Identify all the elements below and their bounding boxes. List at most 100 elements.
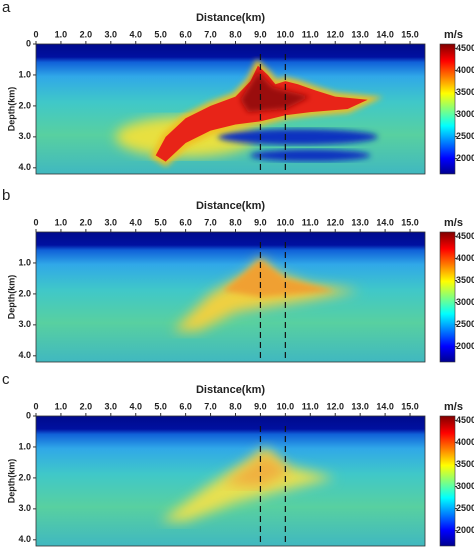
colorbar-title: m/s xyxy=(444,29,463,41)
x-tick-label: 10.0 xyxy=(277,29,295,39)
panel-letter: c xyxy=(2,371,10,388)
x-tick-label: 15.0 xyxy=(401,401,419,411)
colorbar-tick-label: 3000 xyxy=(456,109,474,119)
y-tick-label: 2.0 xyxy=(18,100,31,110)
x-tick-label: 6.0 xyxy=(179,29,192,39)
y-tick-label: 2.0 xyxy=(18,288,31,298)
colorbar-tick-label: 3500 xyxy=(456,275,474,285)
y-tick-label: 1.0 xyxy=(18,257,31,267)
y-tick-label: 0 xyxy=(26,38,31,48)
x-axis-title: Distance(km) xyxy=(196,384,265,396)
x-axis-title: Distance(km) xyxy=(196,12,265,24)
colorbar-title: m/s xyxy=(444,217,463,229)
x-tick-label: 4.0 xyxy=(129,217,142,227)
x-tick-label: 2.0 xyxy=(80,401,93,411)
colorbar xyxy=(439,231,456,363)
x-tick-label: 3.0 xyxy=(105,217,118,227)
x-tick-label: 12.0 xyxy=(326,29,344,39)
y-tick-label: 3.0 xyxy=(18,131,31,141)
colorbar-tick-label: 4500 xyxy=(456,231,474,241)
x-tick-label: 2.0 xyxy=(80,217,93,227)
x-tick-label: 2.0 xyxy=(80,29,93,39)
x-tick-label: 13.0 xyxy=(351,29,369,39)
blue-layer xyxy=(217,128,378,145)
plot-frame xyxy=(35,43,426,175)
x-tick-label: 4.0 xyxy=(129,29,142,39)
x-tick-label: 15.0 xyxy=(401,217,419,227)
x-tick-label: 11.0 xyxy=(302,217,319,227)
x-tick-label: 10.0 xyxy=(277,217,295,227)
plot-frame xyxy=(35,415,426,547)
y-axis-title: Depth(km) xyxy=(6,87,16,132)
x-tick-label: 5.0 xyxy=(154,401,167,411)
y-tick-label: 1.0 xyxy=(18,441,31,451)
x-tick-label: 14.0 xyxy=(376,401,394,411)
x-tick-label: 14.0 xyxy=(376,217,394,227)
y-tick-label: 0 xyxy=(26,410,31,420)
x-tick-label: 0 xyxy=(33,217,38,227)
y-tick-label: 1.0 xyxy=(18,69,31,79)
x-tick-label: 8.0 xyxy=(229,29,242,39)
colorbar-tick-label: 2500 xyxy=(456,503,474,513)
plot-frame xyxy=(35,231,426,363)
y-tick-label: 4.0 xyxy=(18,162,31,172)
colorbar-tick-label: 4000 xyxy=(456,437,474,447)
colorbar-tick-label: 2500 xyxy=(456,131,474,141)
x-tick-label: 12.0 xyxy=(326,401,344,411)
x-tick-label: 7.0 xyxy=(204,29,217,39)
colorbar-tick-label: 4000 xyxy=(456,65,474,75)
y-tick-label: 4.0 xyxy=(18,350,31,360)
velocity-image xyxy=(36,416,425,546)
x-tick-label: 3.0 xyxy=(105,401,118,411)
salt-body xyxy=(155,65,368,162)
colorbar-tick-label: 3500 xyxy=(456,459,474,469)
colorbar-tick-label: 3000 xyxy=(456,481,474,491)
x-tick-label: 7.0 xyxy=(204,217,217,227)
core xyxy=(223,453,291,488)
x-tick-label: 15.0 xyxy=(401,29,419,39)
x-tick-label: 5.0 xyxy=(154,217,167,227)
colorbar xyxy=(439,43,456,175)
colorbar-tick-label: 4500 xyxy=(456,415,474,425)
colorbar-title: m/s xyxy=(444,401,463,413)
y-tick-label: 3.0 xyxy=(18,319,31,329)
y-tick-label: 2.0 xyxy=(18,472,31,482)
x-tick-label: 12.0 xyxy=(326,217,344,227)
x-tick-label: 11.0 xyxy=(302,29,319,39)
x-tick-label: 13.0 xyxy=(351,217,369,227)
colorbar-tick-label: 3000 xyxy=(456,297,474,307)
salt-core xyxy=(240,71,311,113)
y-tick-label: 3.0 xyxy=(18,503,31,513)
x-tick-label: 5.0 xyxy=(154,29,167,39)
x-tick-label: 6.0 xyxy=(179,217,192,227)
x-tick-label: 9.0 xyxy=(254,401,267,411)
core xyxy=(223,259,336,297)
colorbar xyxy=(439,415,456,547)
x-tick-label: 6.0 xyxy=(179,401,192,411)
y-tick-label: 4.0 xyxy=(18,534,31,544)
x-tick-label: 14.0 xyxy=(376,29,394,39)
colorbar-tick-label: 4500 xyxy=(456,43,474,53)
x-tick-label: 10.0 xyxy=(277,401,295,411)
colorbar-tick-label: 2000 xyxy=(456,525,474,535)
x-tick-label: 8.0 xyxy=(229,401,242,411)
x-tick-label: 7.0 xyxy=(204,401,217,411)
x-tick-label: 0 xyxy=(33,29,38,39)
colorbar-tick-label: 2000 xyxy=(456,153,474,163)
x-tick-label: 0 xyxy=(33,401,38,411)
x-tick-label: 9.0 xyxy=(254,29,267,39)
panel-letter: a xyxy=(2,0,11,16)
x-tick-label: 9.0 xyxy=(254,217,267,227)
x-tick-label: 1.0 xyxy=(55,217,68,227)
x-tick-label: 8.0 xyxy=(229,217,242,227)
x-axis-title: Distance(km) xyxy=(196,200,265,212)
y-axis-title: Depth(km) xyxy=(6,275,16,320)
colorbar-tick-label: 2000 xyxy=(456,341,474,351)
colorbar-tick-label: 2500 xyxy=(456,319,474,329)
x-tick-label: 13.0 xyxy=(351,401,369,411)
y-axis-title: Depth(km) xyxy=(6,459,16,504)
colorbar-tick-label: 3500 xyxy=(456,87,474,97)
x-tick-label: 4.0 xyxy=(129,401,142,411)
colorbar-tick-label: 4000 xyxy=(456,253,474,263)
